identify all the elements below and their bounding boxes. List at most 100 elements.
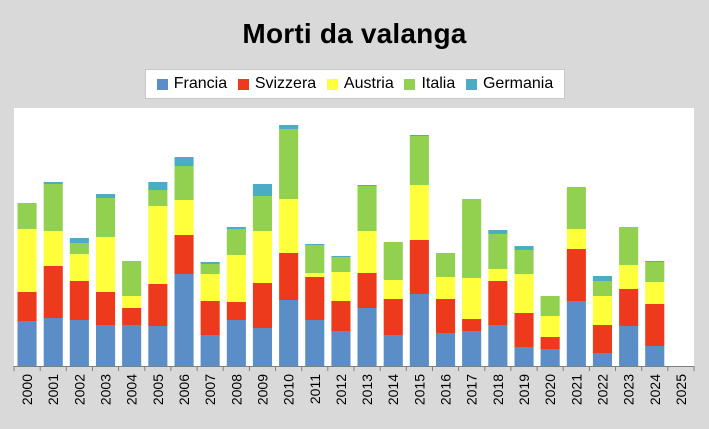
bar-svizzera-2015 — [409, 240, 429, 294]
bar-germania-2015 — [409, 135, 429, 136]
bar-francia-2016 — [436, 333, 456, 366]
bar-italia-2024 — [645, 262, 665, 282]
legend-item-italia: Italia — [404, 75, 455, 93]
bar-austria-2005 — [148, 206, 168, 284]
bar-italia-2018 — [488, 234, 508, 269]
bar-svizzera-2011 — [305, 277, 325, 320]
bar-svizzera-2022 — [592, 325, 612, 353]
legend-swatch-francia — [156, 78, 168, 90]
x-tick-label: 2005 — [150, 374, 166, 405]
bar-germania-2005 — [148, 182, 168, 190]
bar-austria-2020 — [540, 316, 560, 337]
bar-germania-2013 — [357, 185, 377, 186]
bar-italia-2002 — [69, 243, 89, 254]
bar-germania-2001 — [43, 182, 63, 184]
bar-germania-2009 — [252, 184, 272, 196]
bar-svizzera-2009 — [252, 283, 272, 328]
bar-svizzera-2002 — [69, 281, 89, 320]
legend-label-italia: Italia — [421, 75, 456, 92]
bar-austria-2006 — [174, 200, 194, 235]
bar-svizzera-2024 — [645, 304, 665, 346]
bar-italia-2000 — [17, 203, 37, 229]
bar-svizzera-2005 — [148, 284, 168, 326]
bar-svizzera-2013 — [357, 273, 377, 308]
bar-italia-2011 — [305, 245, 325, 273]
legend-item-svizzera: Svizzera — [237, 75, 317, 93]
bar-svizzera-2000 — [17, 292, 37, 321]
bar-italia-2017 — [462, 199, 482, 278]
bar-austria-2004 — [122, 296, 142, 308]
bar-austria-2000 — [17, 229, 37, 292]
legend-swatch-austria — [326, 78, 338, 90]
chart-title: Morti da valanga — [242, 18, 467, 49]
x-tick-label: 2012 — [333, 374, 349, 405]
bar-austria-2015 — [409, 185, 429, 240]
x-tick-label: 2020 — [542, 374, 558, 405]
bar-austria-2016 — [436, 277, 456, 299]
x-tick-label: 2000 — [19, 374, 35, 405]
bar-austria-2002 — [69, 254, 89, 281]
bar-italia-2014 — [383, 242, 403, 280]
x-tick-label: 2021 — [568, 374, 584, 405]
bar-austria-2011 — [305, 273, 325, 277]
bar-francia-2003 — [96, 325, 116, 366]
bar-francia-2020 — [540, 349, 560, 366]
bar-francia-2022 — [592, 353, 612, 366]
bar-austria-2022 — [592, 296, 612, 325]
bar-germania-2008 — [226, 227, 246, 229]
bar-svizzera-2006 — [174, 235, 194, 274]
x-tick-label: 2014 — [385, 374, 401, 405]
bar-francia-2006 — [174, 274, 194, 366]
bar-francia-2002 — [69, 320, 89, 366]
x-tick-label: 2004 — [124, 374, 140, 405]
bar-austria-2021 — [566, 229, 586, 249]
bar-germania-2011 — [305, 244, 325, 245]
bar-italia-2016 — [436, 253, 456, 277]
x-tick-label: 2001 — [45, 374, 61, 405]
bar-francia-2014 — [383, 335, 403, 366]
bar-austria-2010 — [279, 199, 299, 253]
legend-label-svizzera: Svizzera — [254, 75, 317, 92]
bar-francia-2023 — [619, 326, 639, 366]
x-tick-label: 2003 — [98, 374, 114, 405]
bar-francia-2000 — [17, 321, 37, 366]
bar-svizzera-2023 — [619, 289, 639, 326]
bar-svizzera-2008 — [226, 302, 246, 320]
bar-francia-2015 — [409, 294, 429, 366]
legend-item-francia: Francia — [156, 75, 228, 93]
bar-austria-2009 — [252, 231, 272, 283]
bar-italia-2021 — [566, 187, 586, 229]
bar-italia-2005 — [148, 190, 168, 206]
bar-svizzera-2010 — [279, 253, 299, 300]
legend-swatch-germania — [465, 78, 477, 90]
legend-item-austria: Austria — [326, 75, 394, 93]
bar-austria-2023 — [619, 265, 639, 289]
bar-austria-2001 — [43, 231, 63, 266]
bar-italia-2012 — [331, 257, 351, 272]
bar-francia-2018 — [488, 325, 508, 366]
bar-austria-2008 — [226, 255, 246, 302]
legend-swatch-italia — [404, 78, 416, 90]
legend-label-francia: Francia — [173, 75, 228, 92]
legend-label-germania: Germania — [482, 75, 554, 92]
x-tick-label: 2008 — [228, 374, 244, 405]
bar-italia-2007 — [200, 264, 220, 274]
x-tick-label: 2025 — [673, 374, 689, 405]
bar-svizzera-2003 — [96, 292, 116, 325]
bar-francia-2007 — [200, 335, 220, 366]
bar-germania-2006 — [174, 157, 194, 166]
bar-svizzera-2016 — [436, 299, 456, 333]
bar-italia-2020 — [540, 296, 560, 316]
bar-svizzera-2021 — [566, 249, 586, 301]
bar-svizzera-2017 — [462, 319, 482, 331]
bar-germania-2012 — [331, 256, 351, 257]
bar-italia-2013 — [357, 186, 377, 231]
bar-italia-2019 — [514, 250, 534, 274]
x-tick-label: 2022 — [595, 374, 611, 405]
bar-francia-2009 — [252, 328, 272, 366]
legend: Francia Svizzera Austria Italia Germania — [145, 69, 565, 99]
x-tick-label: 2023 — [621, 374, 637, 405]
bar-svizzera-2001 — [43, 266, 63, 318]
bar-germania-2002 — [69, 238, 89, 243]
bar-svizzera-2004 — [122, 308, 142, 325]
